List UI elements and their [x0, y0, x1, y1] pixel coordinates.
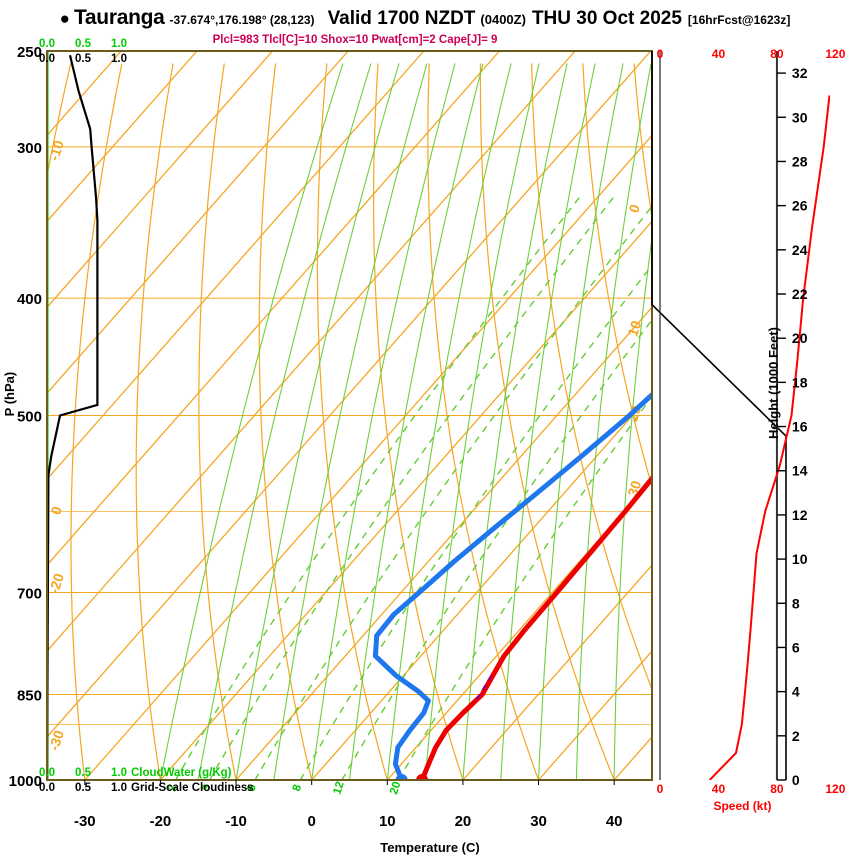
- svg-text:0: 0: [308, 813, 316, 830]
- svg-text:-20: -20: [150, 813, 172, 830]
- svg-text:0.0: 0.0: [39, 38, 55, 50]
- station-coordinates: -37.674°,176.198° (28,123): [169, 13, 315, 27]
- bottom-scale-labels: 0.0 0.5 1.0 0.0 0.5 1.0 CloudWater (g/Kg) Grid-…: [39, 767, 846, 813]
- svg-text:40: 40: [712, 782, 726, 796]
- svg-text:40: 40: [606, 813, 623, 830]
- svg-text:4: 4: [792, 684, 800, 700]
- svg-text:20: 20: [455, 813, 472, 830]
- sounding-stats-text: Plcl=983 Tlcl[C]=10 Shox=10 Pwat[cm]=2 C…: [212, 34, 498, 46]
- svg-text:-30: -30: [74, 813, 96, 830]
- svg-text:24: 24: [792, 242, 808, 258]
- svg-text:-10: -10: [225, 813, 247, 830]
- svg-text:-30: -30: [46, 728, 68, 752]
- valid-time-zulu: (0400Z): [480, 12, 526, 27]
- svg-text:0.5: 0.5: [75, 767, 92, 779]
- svg-text:32: 32: [792, 65, 808, 81]
- svg-text:20: 20: [792, 330, 808, 346]
- svg-text:10: 10: [792, 551, 808, 567]
- chart-header: ● Tauranga -37.674°,176.198° (28,123) Va…: [0, 6, 850, 34]
- forecast-info: [16hrFcst@1623z]: [687, 13, 791, 27]
- svg-text:30: 30: [530, 813, 547, 830]
- station-name: Tauranga: [73, 6, 165, 29]
- wind-speed-profile: [708, 95, 830, 780]
- svg-text:0.5: 0.5: [75, 38, 92, 50]
- svg-text:10: 10: [379, 813, 396, 830]
- svg-text:0.5: 0.5: [75, 53, 92, 65]
- skewt-gridlines: [47, 51, 652, 780]
- svg-text:Height (1000 Feet): Height (1000 Feet): [766, 327, 781, 439]
- pressure-axis: 250 300 400 500 700 850 1000 P (hPa): [2, 44, 42, 790]
- svg-text:500: 500: [17, 409, 42, 426]
- svg-text:22: 22: [792, 286, 808, 302]
- svg-text:2: 2: [792, 728, 800, 744]
- svg-text:12: 12: [792, 507, 808, 523]
- svg-text:8: 8: [792, 595, 800, 611]
- svg-text:400: 400: [17, 291, 42, 308]
- svg-text:Speed (kt): Speed (kt): [713, 799, 771, 813]
- svg-text:0.5: 0.5: [75, 782, 92, 794]
- svg-text:18: 18: [792, 374, 808, 390]
- svg-text:12: 12: [331, 780, 346, 796]
- svg-text:120: 120: [825, 782, 845, 796]
- svg-text:1.0: 1.0: [111, 767, 127, 779]
- svg-text:5: 5: [245, 783, 259, 793]
- station-bullet-icon: ●: [59, 9, 70, 28]
- svg-text:0: 0: [625, 202, 643, 215]
- svg-text:16: 16: [792, 419, 808, 435]
- svg-text:700: 700: [17, 585, 42, 602]
- svg-text:80: 80: [770, 47, 784, 61]
- svg-text:300: 300: [17, 140, 42, 157]
- svg-text:1.0: 1.0: [111, 53, 127, 65]
- svg-text:0: 0: [47, 504, 65, 517]
- svg-text:-20: -20: [46, 571, 68, 595]
- svg-text:8: 8: [291, 783, 305, 793]
- svg-text:Temperature (C): Temperature (C): [380, 840, 479, 855]
- svg-text:80: 80: [770, 782, 784, 796]
- svg-text:CloudWater (g/Kg): CloudWater (g/Kg): [131, 767, 232, 779]
- svg-text:14: 14: [792, 463, 808, 479]
- valid-time: Valid 1700 NZDT: [327, 8, 476, 29]
- svg-text:0: 0: [792, 772, 800, 788]
- svg-text:0.0: 0.0: [39, 782, 55, 794]
- cloud-profiles: [47, 51, 99, 780]
- svg-text:-10: -10: [46, 138, 68, 162]
- svg-text:40: 40: [712, 47, 726, 61]
- svg-text:28: 28: [792, 153, 808, 169]
- valid-date: THU 30 Oct 2025: [531, 8, 682, 29]
- svg-text:30: 30: [792, 109, 808, 125]
- svg-text:P (hPa): P (hPa): [2, 372, 17, 417]
- svg-text:20: 20: [388, 780, 403, 796]
- svg-text:2: 2: [166, 783, 179, 793]
- top-scale-labels: 0.0 0.5 1.0 0.0 0.5 1.0 0 40 80 120: [39, 38, 846, 65]
- svg-text:120: 120: [825, 47, 845, 61]
- svg-text:250: 250: [17, 44, 42, 61]
- svg-text:1.0: 1.0: [111, 782, 127, 794]
- svg-text:0.0: 0.0: [39, 53, 55, 65]
- svg-text:850: 850: [17, 688, 42, 705]
- svg-text:0: 0: [657, 47, 664, 61]
- svg-text:Grid-Scale Cloudiness: Grid-Scale Cloudiness: [131, 782, 254, 794]
- svg-text:6: 6: [792, 639, 800, 655]
- sounding-stats: Plcl=983 Tlcl[C]=10 Shox=10 Pwat[cm]=2 C…: [0, 34, 850, 46]
- svg-text:10: 10: [624, 318, 644, 338]
- svg-text:3: 3: [200, 783, 213, 793]
- svg-text:26: 26: [792, 198, 808, 214]
- svg-text:1000: 1000: [9, 773, 42, 790]
- svg-text:0.0: 0.0: [39, 767, 55, 779]
- svg-text:1.0: 1.0: [111, 38, 127, 50]
- sounding-curves: [372, 391, 652, 780]
- temperature-axis: -30 -20 -10 0 10 20 30 40 Temperature (C): [74, 780, 623, 855]
- svg-text:0: 0: [657, 782, 664, 796]
